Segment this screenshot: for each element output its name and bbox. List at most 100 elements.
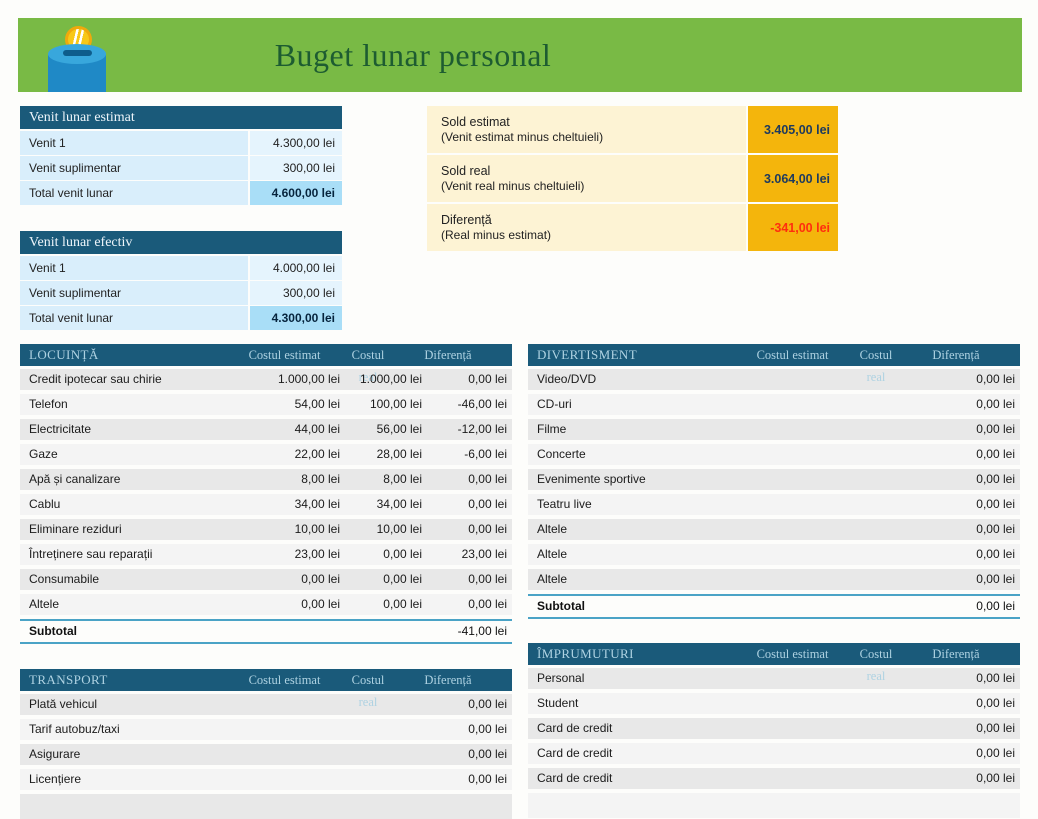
expense-name-cell[interactable]: Consumabile: [29, 572, 100, 586]
expense-name-cell[interactable]: Asigurare: [29, 747, 81, 761]
real-cost-cell[interactable]: [850, 494, 932, 515]
estimated-cost-cell[interactable]: [227, 694, 342, 715]
estimated-cost-cell[interactable]: [227, 769, 342, 790]
estimated-cost-cell[interactable]: 0,00 lei: [301, 597, 340, 611]
estimated-cost-cell[interactable]: [735, 469, 850, 490]
estimated-cost-cell[interactable]: [735, 394, 850, 415]
estimated-cost-cell[interactable]: [735, 519, 850, 540]
difference-cell[interactable]: 0,00 lei: [468, 722, 507, 736]
real-cost-cell[interactable]: [342, 719, 424, 740]
difference-cell[interactable]: 0,00 lei: [468, 697, 507, 711]
real-cost-cell[interactable]: 100,00 lei: [369, 397, 422, 411]
income-value-cell[interactable]: 4.300,00 lei: [250, 131, 342, 155]
expense-name-cell[interactable]: Altele: [537, 547, 568, 561]
estimated-cost-cell[interactable]: 1.000,00 lei: [277, 372, 340, 386]
real-cost-cell[interactable]: [850, 394, 932, 415]
difference-cell[interactable]: 0,00 lei: [976, 771, 1015, 785]
real-cost-cell[interactable]: 1.000,00 lei: [359, 372, 422, 386]
difference-cell[interactable]: 0,00 lei: [976, 746, 1015, 760]
real-cost-cell[interactable]: [850, 693, 932, 714]
expense-name-cell[interactable]: Teatru live: [537, 497, 592, 511]
real-cost-cell[interactable]: [850, 544, 932, 565]
estimated-cost-cell[interactable]: 23,00 lei: [294, 547, 340, 561]
expense-name-cell[interactable]: Filme: [537, 422, 567, 436]
difference-cell[interactable]: -6,00 lei: [464, 447, 507, 461]
expense-name-cell[interactable]: Eliminare reziduri: [29, 522, 122, 536]
expense-name-cell[interactable]: Plată vehicul: [29, 697, 98, 711]
expense-name-cell[interactable]: Card de credit: [537, 771, 613, 785]
estimated-cost-cell[interactable]: [735, 569, 850, 590]
expense-name-cell[interactable]: Altele: [537, 522, 568, 536]
difference-cell[interactable]: 0,00 lei: [468, 597, 507, 611]
difference-cell[interactable]: 0,00 lei: [976, 447, 1015, 461]
expense-name-cell[interactable]: Cablu: [29, 497, 61, 511]
estimated-cost-cell[interactable]: 44,00 lei: [294, 422, 340, 436]
real-cost-cell[interactable]: [342, 769, 424, 790]
estimated-cost-cell[interactable]: [735, 668, 850, 689]
estimated-cost-cell[interactable]: [735, 693, 850, 714]
estimated-cost-cell[interactable]: 34,00 lei: [294, 497, 340, 511]
real-cost-cell[interactable]: 34,00 lei: [376, 497, 422, 511]
real-cost-cell[interactable]: [850, 419, 932, 440]
real-cost-cell[interactable]: 10,00 lei: [376, 522, 422, 536]
real-cost-cell[interactable]: 0,00 lei: [383, 597, 422, 611]
expense-name-cell[interactable]: Gaze: [29, 447, 58, 461]
income-label-cell[interactable]: Venit 1: [20, 131, 250, 155]
expense-name-cell[interactable]: Electricitate: [29, 422, 92, 436]
expense-name-cell[interactable]: Student: [537, 696, 579, 710]
difference-cell[interactable]: 0,00 lei: [976, 721, 1015, 735]
real-cost-cell[interactable]: 0,00 lei: [383, 572, 422, 586]
income-value-cell[interactable]: 4.000,00 lei: [250, 256, 342, 280]
estimated-cost-cell[interactable]: [735, 419, 850, 440]
real-cost-cell[interactable]: [850, 369, 932, 390]
difference-cell[interactable]: -46,00 lei: [457, 397, 507, 411]
estimated-cost-cell[interactable]: 8,00 lei: [301, 472, 340, 486]
expense-name-cell[interactable]: Întreținere sau reparații: [29, 547, 153, 561]
difference-cell[interactable]: 0,00 lei: [976, 696, 1015, 710]
summary-value-cell[interactable]: 3.064,00 lei: [748, 155, 838, 202]
real-cost-cell[interactable]: [850, 718, 932, 739]
expense-name-cell[interactable]: Telefon: [29, 397, 68, 411]
difference-cell[interactable]: 0,00 lei: [468, 747, 507, 761]
estimated-cost-cell[interactable]: 54,00 lei: [294, 397, 340, 411]
difference-cell[interactable]: 0,00 lei: [976, 572, 1015, 586]
difference-cell[interactable]: 0,00 lei: [976, 472, 1015, 486]
estimated-cost-cell[interactable]: 10,00 lei: [294, 522, 340, 536]
expense-name-cell[interactable]: Apă și canalizare: [29, 472, 121, 486]
estimated-cost-cell[interactable]: [227, 744, 342, 765]
real-cost-cell[interactable]: [850, 469, 932, 490]
estimated-cost-cell[interactable]: [735, 718, 850, 739]
expense-name-cell[interactable]: Evenimente sportive: [537, 472, 646, 486]
subtotal-value[interactable]: -41,00 lei: [457, 624, 507, 638]
summary-label-cell[interactable]: Diferență (Real minus estimat): [427, 204, 746, 251]
income-value-cell[interactable]: 300,00 lei: [250, 156, 342, 180]
expense-name-cell[interactable]: Credit ipotecar sau chirie: [29, 372, 162, 386]
real-cost-cell[interactable]: [342, 744, 424, 765]
difference-cell[interactable]: 0,00 lei: [468, 772, 507, 786]
summary-label-cell[interactable]: Sold estimat (Venit estimat minus cheltui…: [427, 106, 746, 153]
income-label-cell[interactable]: Total venit lunar: [20, 306, 250, 330]
real-cost-cell[interactable]: 56,00 lei: [376, 422, 422, 436]
estimated-cost-cell[interactable]: [735, 494, 850, 515]
estimated-cost-cell[interactable]: [735, 369, 850, 390]
difference-cell[interactable]: 0,00 lei: [976, 522, 1015, 536]
real-cost-cell[interactable]: [850, 668, 932, 689]
income-value-cell[interactable]: 4.300,00 lei: [250, 306, 342, 330]
expense-name-cell[interactable]: Card de credit: [537, 721, 613, 735]
estimated-cost-cell[interactable]: 22,00 lei: [294, 447, 340, 461]
difference-cell[interactable]: 0,00 lei: [468, 372, 507, 386]
difference-cell[interactable]: 0,00 lei: [976, 372, 1015, 386]
real-cost-cell[interactable]: 28,00 lei: [376, 447, 422, 461]
summary-value-cell[interactable]: 3.405,00 lei: [748, 106, 838, 153]
expense-name-cell[interactable]: Altele: [537, 572, 568, 586]
real-cost-cell[interactable]: [342, 694, 424, 715]
difference-cell[interactable]: 0,00 lei: [468, 522, 507, 536]
estimated-cost-cell[interactable]: [735, 444, 850, 465]
income-label-cell[interactable]: Venit suplimentar: [20, 156, 250, 180]
expense-name-cell[interactable]: Personal: [537, 671, 585, 685]
real-cost-cell[interactable]: [850, 768, 932, 789]
difference-cell[interactable]: 0,00 lei: [468, 472, 507, 486]
difference-cell[interactable]: 0,00 lei: [976, 547, 1015, 561]
real-cost-cell[interactable]: 0,00 lei: [383, 547, 422, 561]
estimated-cost-cell[interactable]: [735, 768, 850, 789]
